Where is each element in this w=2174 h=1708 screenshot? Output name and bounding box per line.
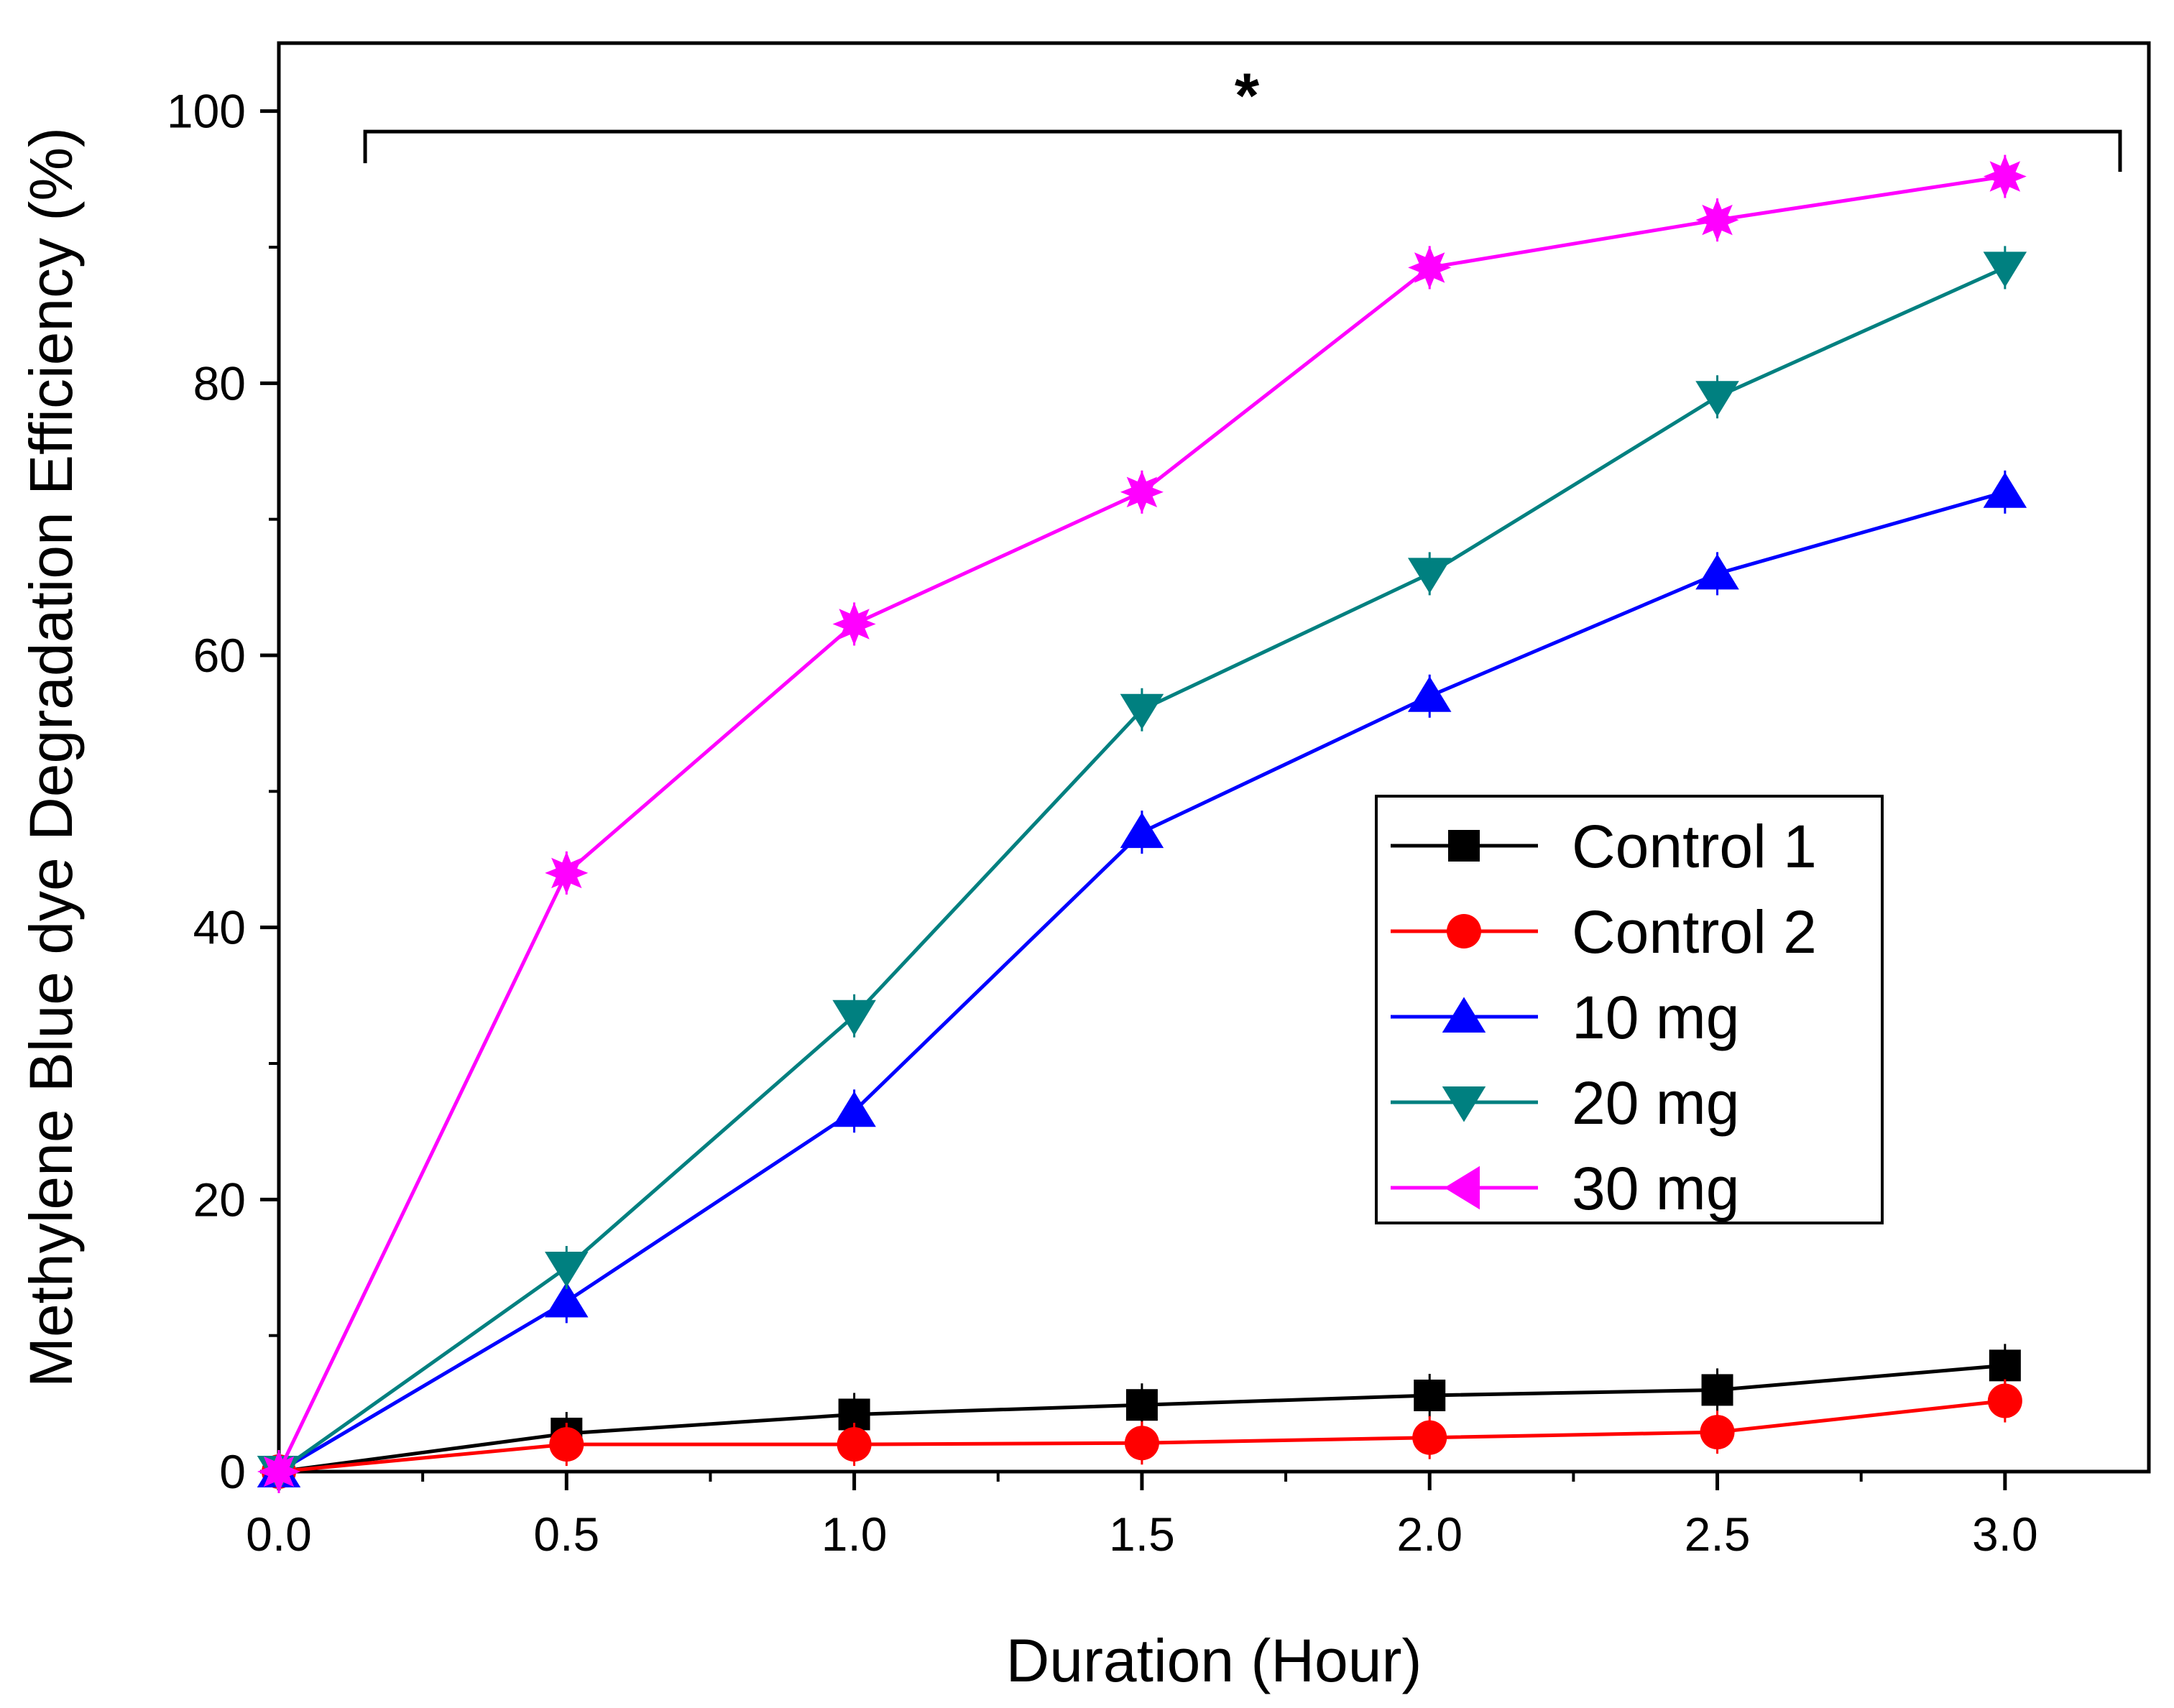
data-point-control-2 <box>1124 1426 1159 1461</box>
data-point-30-mg <box>257 1450 300 1493</box>
legend-label-control-2: Control 2 <box>1572 898 1817 966</box>
legend-marker-10-mg <box>1442 997 1486 1033</box>
x-tick-label: 2.5 <box>1685 1508 1751 1561</box>
legend-marker-30-mg <box>1444 1165 1480 1210</box>
data-point-10-mg <box>1983 472 2027 508</box>
y-tick-label: 20 <box>193 1173 246 1226</box>
data-point-20-mg <box>1695 381 1739 417</box>
data-point-control-1 <box>1701 1374 1733 1406</box>
data-point-control-2 <box>837 1427 872 1462</box>
legend-item-control-2: Control 2 <box>1391 898 1817 966</box>
data-point-10-mg <box>545 1281 589 1318</box>
data-point-20-mg <box>1120 693 1164 730</box>
data-point-control-1 <box>1125 1389 1158 1421</box>
data-point-30-mg <box>1408 246 1452 290</box>
x-tick-label: 1.5 <box>1109 1508 1175 1561</box>
legend-label-control-1: Control 1 <box>1572 813 1817 880</box>
significance-asterisk: * <box>1235 60 1260 131</box>
series-30-mg <box>257 154 2027 1493</box>
x-tick-label: 2.0 <box>1396 1508 1463 1561</box>
data-point-10-mg <box>1120 812 1164 849</box>
legend-label-30-mg: 30 mg <box>1572 1155 1739 1222</box>
legend-marker-control-1 <box>1448 830 1480 862</box>
legend: Control 1 Control 2 10 mg 20 mg 30 mg <box>1375 795 1884 1224</box>
legend-label-20-mg: 20 mg <box>1572 1069 1739 1137</box>
data-point-control-2 <box>549 1427 584 1462</box>
significance-bracket <box>363 129 2122 172</box>
data-point-30-mg <box>1695 198 1739 242</box>
y-tick-label: 0 <box>219 1445 246 1498</box>
data-point-10-mg <box>1695 553 1739 590</box>
data-point-10-mg <box>1407 676 1452 712</box>
legend-marker-control-2 <box>1447 914 1481 948</box>
legend-item-20-mg: 20 mg <box>1391 1069 1739 1137</box>
x-tick-label: 1.0 <box>821 1508 888 1561</box>
y-tick-label: 60 <box>193 629 246 682</box>
y-tick-label: 80 <box>193 356 246 410</box>
data-point-10-mg <box>832 1091 876 1127</box>
data-point-20-mg <box>832 1000 876 1036</box>
x-tick-label: 0.0 <box>246 1508 312 1561</box>
y-axis-title: Methylene Blue dye Degradation Efficienc… <box>17 127 85 1388</box>
x-tick-label: 3.0 <box>1972 1508 2038 1561</box>
x-tick-label: 0.5 <box>533 1508 599 1561</box>
legend-marker-20-mg <box>1442 1086 1486 1122</box>
data-point-20-mg <box>1983 251 2027 287</box>
series-control-2 <box>262 1379 2022 1493</box>
legend-item-control-1: Control 1 <box>1391 813 1817 880</box>
data-point-20-mg <box>545 1252 589 1288</box>
data-point-control-1 <box>1989 1349 2021 1382</box>
data-point-control-2 <box>1700 1415 1735 1450</box>
plot-area-frame <box>277 41 2151 1474</box>
significance-annotation: * <box>363 60 2122 172</box>
data-point-control-2 <box>1987 1383 2022 1418</box>
y-tick-label: 100 <box>167 85 246 138</box>
legend-item-30-mg: 30 mg <box>1391 1155 1739 1222</box>
data-point-control-1 <box>1414 1379 1446 1411</box>
axes: 0.0 0.5 1.0 1.5 2.0 2.5 3.0 0 20 40 60 80 100 <box>167 85 2038 1561</box>
data-point-30-mg <box>545 851 589 895</box>
y-tick-label: 40 <box>193 901 246 954</box>
data-point-control-2 <box>1412 1420 1447 1455</box>
data-point-30-mg <box>832 602 876 646</box>
data-point-30-mg <box>1983 154 2027 198</box>
x-axis-title: Duration (Hour) <box>1006 1627 1422 1694</box>
data-point-20-mg <box>1407 558 1452 594</box>
legend-item-10-mg: 10 mg <box>1391 984 1739 1051</box>
legend-label-10-mg: 10 mg <box>1572 984 1739 1051</box>
series-layer <box>257 154 2027 1493</box>
data-point-30-mg <box>1120 470 1164 514</box>
